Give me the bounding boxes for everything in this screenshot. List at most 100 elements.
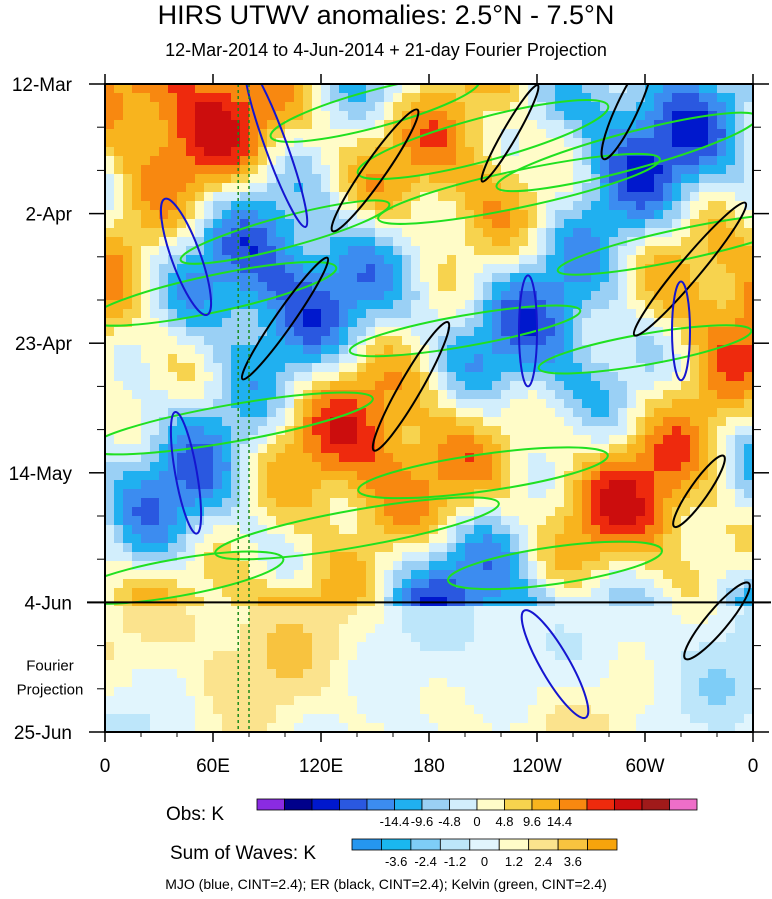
anomaly-cell bbox=[402, 282, 412, 292]
anomaly-cell bbox=[294, 552, 304, 562]
anomaly-cell bbox=[519, 147, 529, 157]
anomaly-cell bbox=[483, 390, 493, 400]
anomaly-cell bbox=[339, 660, 349, 670]
anomaly-cell bbox=[168, 264, 178, 274]
anomaly-cell bbox=[690, 291, 700, 301]
anomaly-cell bbox=[690, 282, 700, 292]
anomaly-cell bbox=[609, 498, 619, 508]
anomaly-cell bbox=[645, 381, 655, 391]
anomaly-cell bbox=[141, 282, 151, 292]
anomaly-cell bbox=[438, 444, 448, 454]
anomaly-cell bbox=[708, 453, 718, 463]
anomaly-cell bbox=[123, 462, 133, 472]
anomaly-cell bbox=[249, 138, 259, 148]
anomaly-cell bbox=[393, 606, 403, 616]
anomaly-cell bbox=[384, 273, 394, 283]
anomaly-cell bbox=[573, 570, 583, 580]
anomaly-cell bbox=[645, 678, 655, 688]
anomaly-cell bbox=[672, 210, 682, 220]
anomaly-cell bbox=[537, 228, 547, 238]
anomaly-cell bbox=[303, 588, 313, 598]
anomaly-cell bbox=[528, 399, 538, 409]
anomaly-cell bbox=[726, 606, 736, 616]
anomaly-cell bbox=[366, 516, 376, 526]
anomaly-cell bbox=[348, 255, 358, 265]
anomaly-cell bbox=[213, 363, 223, 373]
anomaly-cell bbox=[330, 489, 340, 499]
anomaly-cell bbox=[474, 678, 484, 688]
anomaly-cell bbox=[717, 444, 727, 454]
anomaly-cell bbox=[402, 651, 412, 661]
anomaly-cell bbox=[420, 237, 430, 247]
anomaly-cell bbox=[303, 336, 313, 346]
anomaly-cell bbox=[519, 471, 529, 481]
anomaly-cell bbox=[591, 219, 601, 229]
anomaly-cell bbox=[717, 165, 727, 175]
anomaly-cell bbox=[555, 174, 565, 184]
anomaly-cell bbox=[312, 462, 322, 472]
anomaly-cell bbox=[564, 516, 574, 526]
anomaly-cell bbox=[672, 102, 682, 112]
anomaly-cell bbox=[330, 156, 340, 166]
anomaly-cell bbox=[717, 696, 727, 706]
anomaly-cell bbox=[645, 498, 655, 508]
anomaly-cell bbox=[366, 129, 376, 139]
anomaly-cell bbox=[627, 525, 637, 535]
anomaly-cell bbox=[267, 705, 277, 715]
anomaly-cell bbox=[672, 237, 682, 247]
anomaly-cell bbox=[366, 165, 376, 175]
anomaly-cell bbox=[375, 462, 385, 472]
anomaly-cell bbox=[609, 192, 619, 202]
anomaly-cell bbox=[744, 354, 753, 364]
anomaly-cell bbox=[240, 696, 250, 706]
anomaly-cell bbox=[717, 615, 727, 625]
anomaly-cell bbox=[330, 273, 340, 283]
anomaly-cell bbox=[564, 363, 574, 373]
anomaly-cell bbox=[186, 183, 196, 193]
anomaly-cell bbox=[240, 255, 250, 265]
anomaly-cell bbox=[618, 507, 628, 517]
anomaly-cell bbox=[195, 687, 205, 697]
anomaly-cell bbox=[339, 462, 349, 472]
anomaly-cell bbox=[609, 363, 619, 373]
anomaly-cell bbox=[501, 237, 511, 247]
anomaly-cell bbox=[582, 624, 592, 634]
anomaly-cell bbox=[123, 471, 133, 481]
anomaly-cell bbox=[222, 642, 232, 652]
anomaly-cell bbox=[636, 669, 646, 679]
anomaly-cell bbox=[240, 498, 250, 508]
anomaly-cell bbox=[546, 390, 556, 400]
anomaly-cell bbox=[573, 498, 583, 508]
anomaly-cell bbox=[114, 255, 124, 265]
anomaly-cell bbox=[285, 471, 295, 481]
anomaly-cell bbox=[240, 228, 250, 238]
anomaly-cell bbox=[402, 471, 412, 481]
anomaly-cell bbox=[204, 498, 214, 508]
anomaly-cell bbox=[483, 525, 493, 535]
anomaly-cell bbox=[213, 345, 223, 355]
anomaly-cell bbox=[222, 192, 232, 202]
anomaly-cell bbox=[618, 516, 628, 526]
anomaly-cell bbox=[249, 471, 259, 481]
anomaly-cell bbox=[528, 255, 538, 265]
anomaly-cell bbox=[393, 192, 403, 202]
anomaly-cell bbox=[204, 228, 214, 238]
anomaly-cell bbox=[627, 561, 637, 571]
anomaly-cell bbox=[609, 588, 619, 598]
anomaly-cell bbox=[501, 372, 511, 382]
anomaly-cell bbox=[231, 687, 241, 697]
anomaly-cell bbox=[393, 687, 403, 697]
anomaly-cell bbox=[249, 372, 259, 382]
anomaly-cell bbox=[375, 480, 385, 490]
anomaly-cell bbox=[744, 543, 753, 553]
anomaly-cell bbox=[492, 615, 502, 625]
anomaly-cell bbox=[591, 201, 601, 211]
anomaly-cell bbox=[366, 111, 376, 121]
anomaly-cell bbox=[375, 138, 385, 148]
anomaly-cell bbox=[267, 651, 277, 661]
anomaly-cell bbox=[447, 633, 457, 643]
anomaly-cell bbox=[456, 165, 466, 175]
anomaly-cell bbox=[195, 102, 205, 112]
anomaly-cell bbox=[123, 489, 133, 499]
anomaly-cell bbox=[573, 129, 583, 139]
